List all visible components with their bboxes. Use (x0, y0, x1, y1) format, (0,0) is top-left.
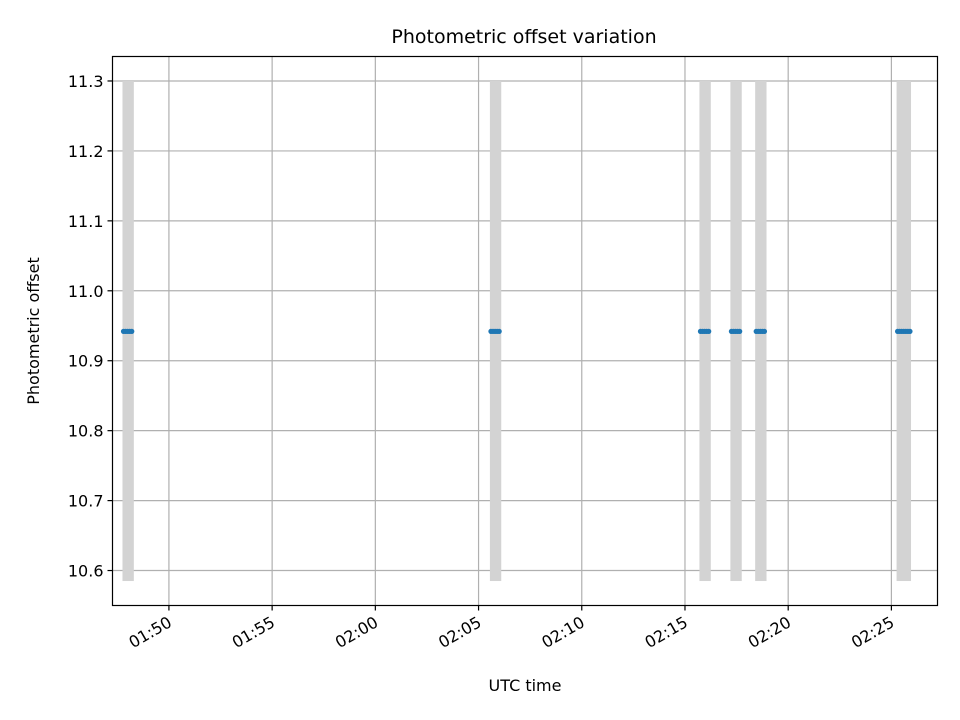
data-point (907, 328, 913, 334)
data-point (706, 328, 712, 334)
y-tick-label: 11.3 (68, 72, 104, 91)
x-tick-label: 01:55 (229, 613, 278, 653)
x-tick-label: 02:05 (435, 613, 484, 653)
x-tick-label: 02:10 (538, 613, 587, 653)
plot-frame (111, 55, 939, 607)
x-tick-label: 01:50 (125, 613, 174, 653)
data-points (120, 328, 913, 334)
chart-title: Photometric offset variation (391, 26, 656, 48)
y-tick-label: 11.0 (68, 282, 104, 301)
observation-bands (122, 80, 912, 582)
y-tick-label: 10.7 (68, 492, 104, 511)
x-tick-label: 02:00 (332, 613, 381, 653)
y-axis-ticks: 10.6 10.7 10.8 10.9 11.0 11.1 11.2 11.3 (68, 72, 113, 581)
y-tick-label: 11.2 (68, 142, 104, 161)
grid-lines (112, 56, 938, 606)
y-tick-label: 10.8 (68, 422, 104, 441)
data-point (496, 328, 502, 334)
data-point (761, 328, 768, 334)
y-tick-label: 10.6 (68, 562, 104, 581)
x-axis-ticks: 01:50 01:55 02:00 02:05 02:10 02:15 02:20 02:25 (125, 605, 897, 653)
x-tick-label: 02:20 (745, 613, 794, 653)
y-axis-label: Photometric offset (24, 257, 43, 405)
x-tick-label: 02:15 (642, 613, 691, 653)
data-point (737, 328, 743, 334)
x-axis-label: UTC time (489, 676, 562, 695)
data-point (129, 328, 135, 334)
x-tick-label: 02:25 (848, 613, 897, 653)
y-tick-label: 11.1 (68, 212, 104, 231)
y-tick-label: 10.9 (68, 352, 104, 371)
